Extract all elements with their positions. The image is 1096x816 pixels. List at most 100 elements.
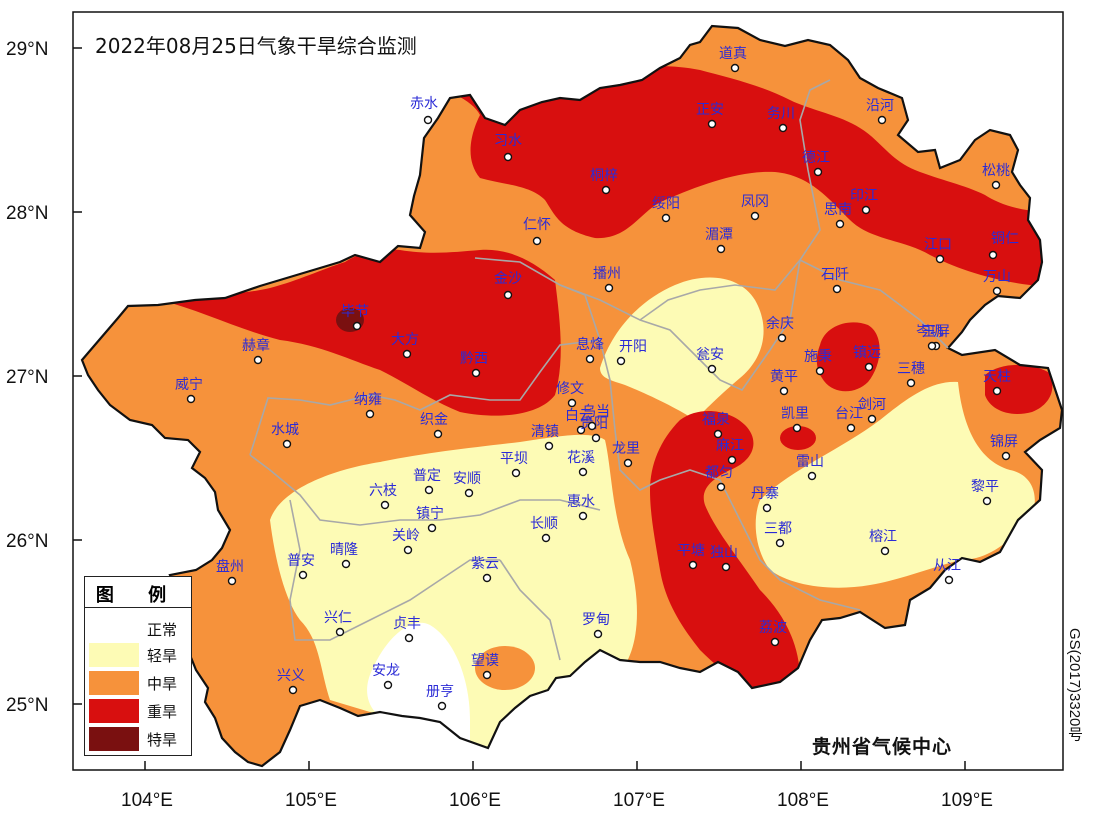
city-marker	[544, 441, 554, 451]
city-label: 安龙	[372, 663, 400, 679]
legend-item-moderate: 中旱	[89, 671, 189, 695]
city-marker	[835, 219, 845, 229]
city-marker	[762, 503, 772, 513]
boundary-anshun	[249, 454, 601, 526]
legend-item-extreme: 特旱	[89, 727, 189, 751]
legend-title: 图 例	[95, 585, 181, 606]
city-marker	[587, 421, 597, 431]
city-marker	[944, 575, 954, 585]
legend-divider	[85, 607, 191, 608]
city-marker	[779, 386, 789, 396]
city-marker	[616, 356, 626, 366]
city-label: 惠水	[567, 494, 595, 510]
credit-label: 贵州省气候中心	[812, 736, 953, 758]
city-marker	[861, 205, 871, 215]
city-marker	[341, 559, 351, 569]
city-marker	[688, 560, 698, 570]
city-marker	[591, 433, 601, 443]
zone-severe-zhenyuan	[816, 322, 880, 392]
city-label: 毕节	[341, 304, 369, 320]
city-label: 普安	[287, 553, 315, 569]
city-label: 罗甸	[582, 612, 610, 628]
city-marker	[585, 354, 595, 364]
city-marker	[352, 321, 362, 331]
city-label: 织金	[420, 412, 448, 428]
map-title: 2022年08月25日气象干旱综合监测	[95, 34, 417, 58]
city-label: 乌当	[582, 404, 610, 420]
city-marker	[721, 562, 731, 572]
city-marker	[427, 523, 437, 533]
lat-label: 28°N	[6, 203, 48, 224]
city-label: 普定	[413, 468, 441, 484]
lat-label: 29°N	[6, 39, 48, 60]
city-label: 紫云	[471, 556, 499, 572]
city-marker	[503, 290, 513, 300]
city-label: 金沙	[494, 271, 522, 287]
city-marker	[532, 236, 542, 246]
city-label: 赤水	[410, 96, 438, 112]
lon-label: 105°E	[285, 790, 337, 811]
city-marker	[601, 185, 611, 195]
city-marker	[380, 500, 390, 510]
city-label: 务川	[767, 106, 795, 122]
city-marker	[464, 488, 474, 498]
city-marker	[992, 286, 1002, 296]
city-marker	[471, 368, 481, 378]
city-label: 仁怀	[523, 217, 551, 233]
legend-item-normal: 正常	[89, 617, 189, 641]
legend-swatch	[89, 727, 139, 751]
legend-item-light: 轻旱	[89, 643, 189, 667]
city-label: 长顺	[530, 516, 558, 532]
city-marker	[593, 629, 603, 639]
city-marker	[403, 545, 413, 555]
city-label: 石阡	[821, 267, 849, 283]
city-label: 龙里	[612, 441, 640, 457]
city-marker	[661, 213, 671, 223]
city-marker	[815, 366, 825, 376]
city-label: 台江	[835, 406, 863, 422]
city-label: 榕江	[869, 529, 897, 545]
city-marker	[365, 409, 375, 419]
city-label: 习水	[494, 133, 522, 149]
city-marker	[578, 511, 588, 521]
city-marker	[716, 244, 726, 254]
city-marker	[727, 455, 737, 465]
map-approval-number: GS(2017)3320号	[1066, 628, 1083, 742]
legend-label: 轻旱	[147, 647, 178, 665]
city-label: 花溪	[567, 450, 595, 466]
city-marker	[383, 680, 393, 690]
city-label: 剑河	[858, 397, 886, 413]
legend: 图 例 正常 轻旱 中旱 重旱 特旱	[84, 576, 192, 756]
city-label: 丹寨	[751, 485, 779, 502]
city-label: 湄潭	[705, 226, 733, 243]
city-label: 都匀	[705, 465, 733, 481]
city-marker	[813, 167, 823, 177]
city-marker	[707, 119, 717, 129]
city-marker	[424, 485, 434, 495]
lon-label: 109°E	[941, 790, 993, 811]
city-label: 松桃	[982, 163, 1010, 179]
city-label: 绥阳	[652, 196, 680, 212]
city-label: 关岭	[392, 528, 420, 544]
city-label: 镇远	[853, 345, 881, 361]
city-label: 六枝	[369, 483, 397, 499]
city-label: 大方	[391, 332, 419, 348]
prefecture-boundaries	[249, 79, 949, 661]
city-marker	[576, 425, 586, 435]
city-label: 德江	[802, 150, 830, 166]
lon-label: 106°E	[449, 790, 501, 811]
city-marker	[832, 284, 842, 294]
city-label: 施秉	[804, 349, 832, 365]
city-label: 修文	[556, 381, 584, 397]
city-label: 平塘	[677, 543, 705, 559]
city-marker	[906, 378, 916, 388]
city-marker	[433, 429, 443, 439]
city-label: 天柱	[983, 369, 1011, 385]
zone-severe-south-central	[650, 410, 800, 700]
boundary-qiannan	[599, 339, 861, 611]
city-marker	[992, 386, 1002, 396]
city-label: 镇宁	[416, 505, 444, 522]
lat-label: 26°N	[6, 531, 48, 552]
city-label: 黔西	[460, 351, 488, 367]
city-marker	[846, 423, 856, 433]
